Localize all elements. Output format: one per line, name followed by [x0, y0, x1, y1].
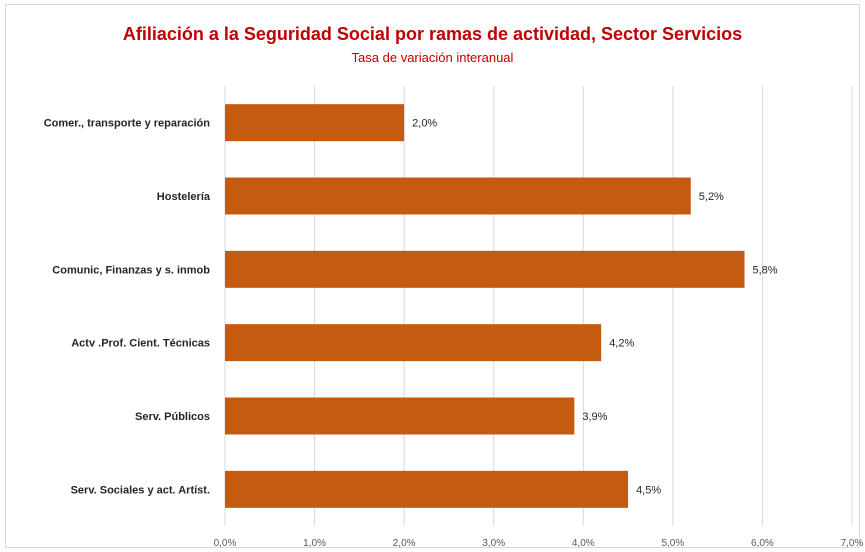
bar [225, 177, 691, 215]
x-tick-label: 0,0% [214, 538, 237, 549]
bars [225, 104, 745, 508]
x-tick-label: 6,0% [751, 538, 774, 549]
bar [225, 397, 575, 435]
category-label: Serv. Públicos [135, 411, 210, 423]
data-label: 5,8% [753, 264, 778, 276]
category-label: Comunic, Finanzas y s. inmob [52, 264, 210, 276]
x-tick-label: 3,0% [482, 538, 505, 549]
data-label: 3,9% [582, 411, 607, 423]
category-label: Hostelería [157, 191, 211, 203]
chart-area [5, 4, 860, 548]
x-tick-label: 2,0% [393, 538, 416, 549]
data-label: 4,5% [636, 484, 661, 496]
x-tick-label: 5,0% [661, 538, 684, 549]
bar [225, 324, 602, 362]
x-tick-label: 1,0% [303, 538, 326, 549]
data-label: 4,2% [609, 338, 634, 350]
category-label: Serv. Sociales y act. Artíst. [71, 484, 210, 496]
bar [225, 104, 405, 142]
x-tick-label: 4,0% [572, 538, 595, 549]
category-label: Actv .Prof. Cient. Técnicas [71, 338, 210, 350]
category-label: Comer., transporte y reparación [44, 118, 211, 130]
chart-title: Afiliación a la Seguridad Social por ram… [122, 24, 743, 44]
x-tick-label: 7,0% [841, 538, 864, 549]
data-label: 2,0% [412, 118, 437, 130]
gridlines [224, 86, 853, 526]
labels: 0,0% 1,0% 2,0% 3,0% 4,0% 5,0% 6,0% 7,0% Comer., … [44, 118, 864, 549]
data-label: 5,2% [699, 191, 724, 203]
bar [225, 250, 745, 288]
chart-subtitle: Tasa de variación interanual [351, 50, 514, 65]
bar [225, 470, 629, 508]
